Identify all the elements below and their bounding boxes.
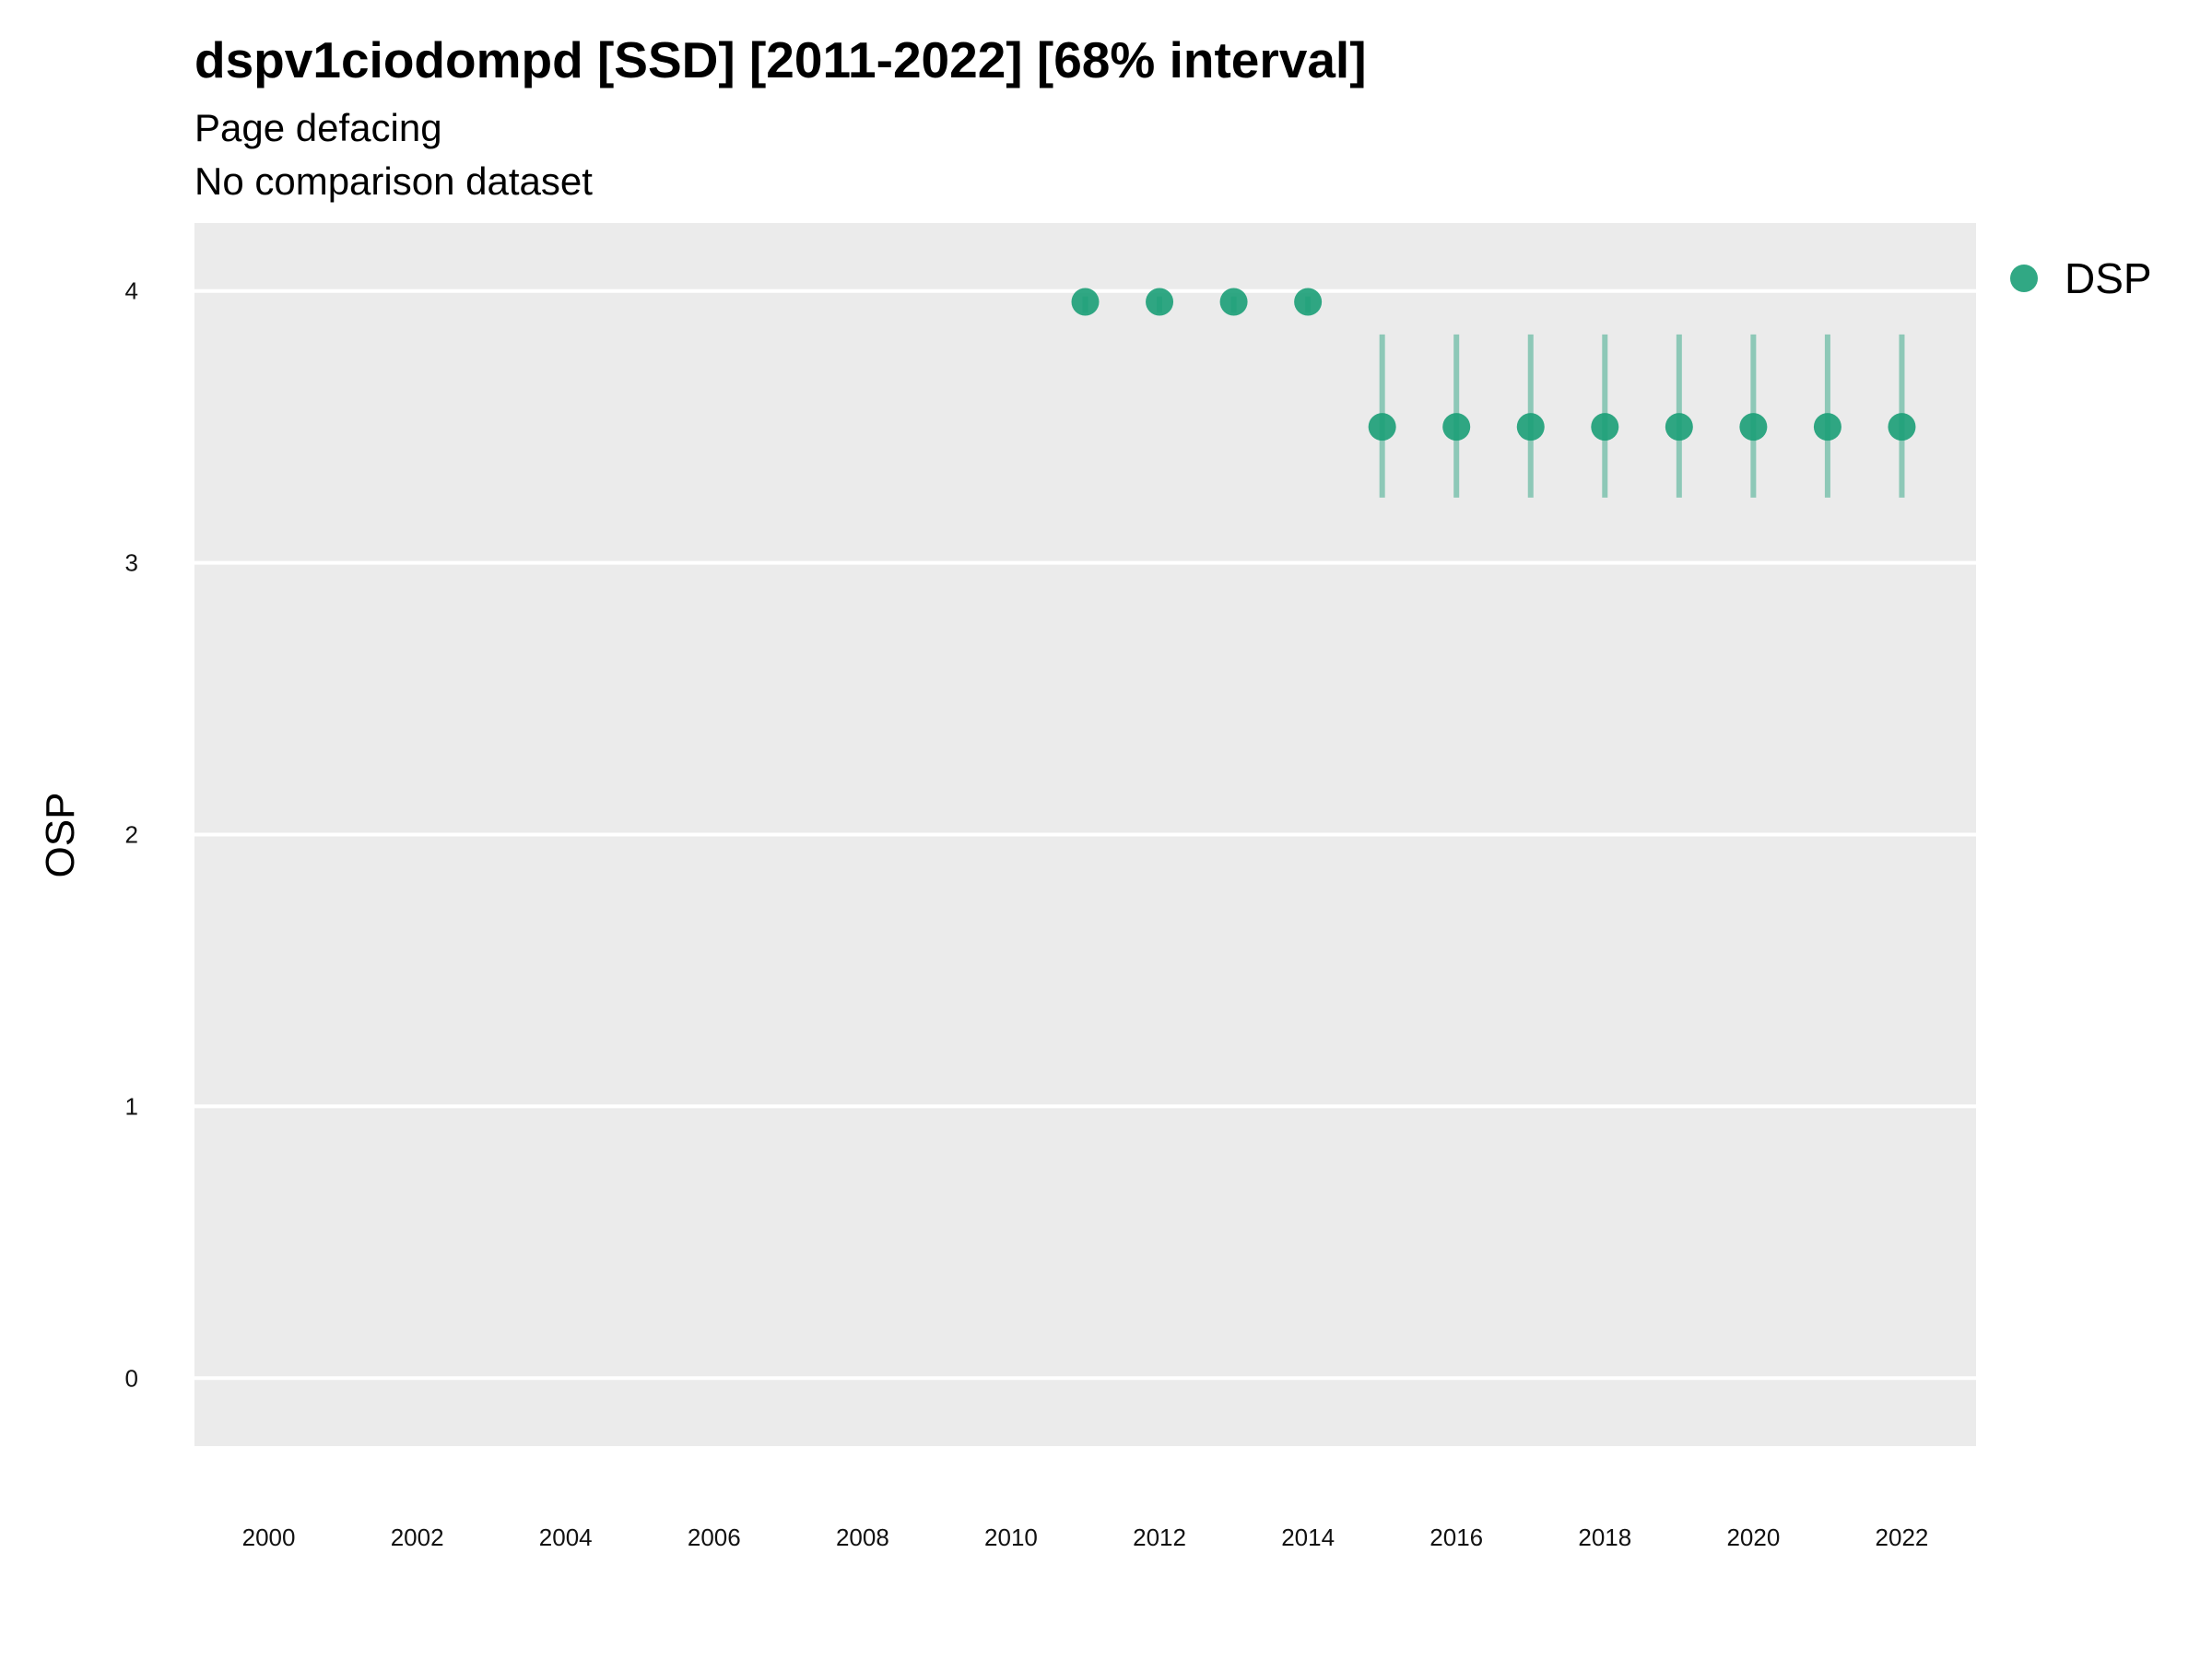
y-tick-label: 1 [125,1092,138,1120]
x-tick-label: 2020 [1726,1524,1780,1551]
legend: DSP [2010,254,2152,302]
y-axis-title: OSP [38,793,83,878]
legend-label-dsp: DSP [2065,254,2152,302]
data-point [1294,288,1323,316]
y-tick-label: 2 [125,821,138,849]
y-tick-labels: 0 1 2 3 4 [125,277,138,1393]
x-tick-label: 2014 [1281,1524,1335,1551]
x-tick-label: 2008 [836,1524,889,1551]
x-tick-label: 2000 [242,1524,296,1551]
y-tick-label: 3 [125,549,138,577]
data-point [1442,413,1471,441]
data-point [1146,288,1174,316]
chart-subtitle-1: Page defacing [194,106,442,149]
data-point [1888,413,1916,441]
x-tick-label: 2022 [1876,1524,1929,1551]
x-tick-labels: 2000 2002 2004 2006 2008 2010 2012 2014 2016 2018… [242,1524,1929,1551]
y-tick-label: 4 [125,277,138,305]
data-point [1071,288,1100,316]
data-point [1591,413,1619,441]
data-point [1813,413,1841,441]
chart-title: dspv1ciodompd [SSD] [2011-2022] [68% int… [194,31,1367,88]
x-tick-label: 2012 [1133,1524,1186,1551]
x-tick-label: 2018 [1578,1524,1631,1551]
data-marks [1071,288,1916,498]
x-tick-label: 2010 [984,1524,1038,1551]
y-tick-label: 0 [125,1364,138,1392]
data-point [1665,413,1693,441]
chart-subtitle-2: No comparison dataset [194,159,593,203]
data-point [1516,413,1545,441]
data-point [1739,413,1768,441]
x-tick-label: 2002 [391,1524,444,1551]
data-point [1219,288,1248,316]
x-tick-label: 2006 [688,1524,741,1551]
x-tick-label: 2004 [539,1524,593,1551]
legend-key-dsp [2010,265,2038,292]
x-tick-label: 2016 [1430,1524,1483,1551]
data-point [1368,413,1396,441]
